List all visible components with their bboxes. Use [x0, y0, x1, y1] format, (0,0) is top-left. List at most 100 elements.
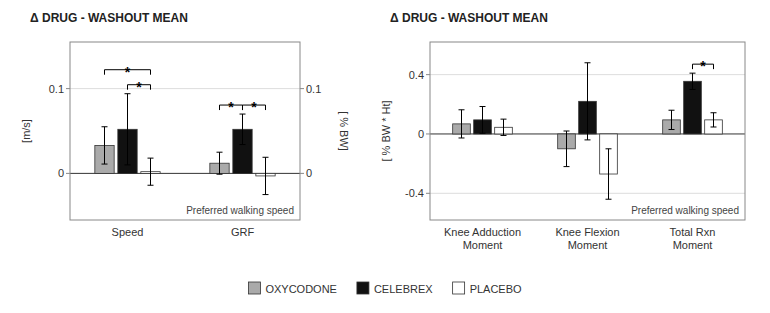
error-cap: [669, 129, 675, 130]
y-tick-label: -0.4: [405, 187, 424, 199]
error-bar: [148, 158, 154, 185]
error-line: [265, 157, 266, 194]
chart-title: Δ DRUG - WASHOUT MEAN: [390, 11, 548, 25]
error-bar: [669, 110, 675, 129]
error-bar: [240, 114, 246, 145]
error-cap: [263, 157, 269, 158]
error-cap: [217, 174, 223, 175]
error-cap: [217, 152, 223, 153]
x-tick-label: Total RxnMoment: [670, 226, 716, 251]
error-cap: [125, 164, 131, 165]
y-tick: [426, 193, 430, 194]
error-line: [608, 149, 609, 199]
legend-swatch: [357, 282, 369, 294]
y-tick-label: 0.4: [409, 69, 424, 81]
legend-swatch: [248, 282, 260, 294]
error-line: [127, 94, 128, 165]
bar: [684, 81, 702, 134]
error-cap: [102, 164, 108, 165]
error-cap: [459, 137, 465, 138]
x-tick-label-line: Knee Flexion: [555, 226, 619, 238]
error-bar: [501, 119, 507, 135]
x-tick-label-line: Speed: [112, 226, 144, 238]
error-bar: [606, 149, 612, 199]
error-line: [150, 158, 151, 185]
error-line: [566, 131, 567, 167]
error-cap: [263, 194, 269, 195]
error-cap: [240, 114, 246, 115]
error-bar: [459, 110, 465, 138]
error-bar: [480, 107, 486, 134]
x-tick-label-line: Moment: [673, 239, 713, 251]
chart: -0.400.4[ % BW * Ht]Δ DRUG - WASHOUT MEA…: [380, 11, 745, 251]
significance-mark: *: [228, 99, 234, 115]
marks: [453, 63, 723, 199]
error-line: [104, 127, 105, 164]
error-line: [692, 73, 693, 89]
error-line: [219, 152, 220, 174]
error-bar: [690, 73, 696, 89]
error-line: [713, 113, 714, 127]
x-tick-label-line: Moment: [463, 239, 503, 251]
legend-label: PLACEBO: [470, 283, 522, 295]
error-cap: [606, 148, 612, 149]
error-cap: [125, 93, 131, 94]
error-cap: [690, 73, 696, 74]
error-line: [242, 114, 243, 145]
grid-line: [430, 193, 745, 194]
error-line: [671, 110, 672, 129]
significance-mark: *: [125, 64, 131, 80]
y2-tick: [300, 173, 304, 174]
error-cap: [480, 106, 486, 107]
x-tick-label-line: Moment: [568, 239, 608, 251]
error-bar: [217, 152, 223, 174]
plot-frame: [70, 42, 300, 220]
x-tick-label-line: Total Rxn: [670, 226, 716, 238]
y-tick: [66, 173, 70, 174]
y-tick: [66, 88, 70, 89]
error-cap: [102, 126, 108, 127]
note: Preferred walking speed: [631, 205, 739, 216]
error-cap: [585, 139, 591, 140]
error-bar: [263, 157, 269, 194]
y2-axis-label: [ % BW]: [338, 111, 350, 151]
error-cap: [501, 119, 507, 120]
x-tick-label-line: Knee Adduction: [444, 226, 521, 238]
error-cap: [585, 62, 591, 63]
error-cap: [148, 185, 154, 186]
error-cap: [501, 135, 507, 136]
x-tick-label: Speed: [112, 226, 144, 238]
figure: 00.1[m/s]00.1[ % BW]Δ DRUG - WASHOUT MEA…: [0, 0, 770, 313]
error-line: [461, 110, 462, 138]
error-cap: [480, 133, 486, 134]
y-tick-label: 0: [58, 167, 64, 179]
x-tick-label-line: GRF: [231, 226, 255, 238]
y-tick: [426, 74, 430, 75]
legend: OXYCODONECELEBREXPLACEBO: [248, 282, 522, 295]
y2-tick-label: 0: [306, 167, 312, 179]
plot-frame: [430, 42, 745, 220]
error-cap: [459, 109, 465, 110]
y-tick: [426, 133, 430, 134]
error-bar: [125, 94, 131, 165]
error-cap: [711, 112, 717, 113]
x-tick-label: Knee FlexionMoment: [555, 226, 619, 251]
error-cap: [148, 158, 154, 159]
error-bar: [585, 63, 591, 140]
grid-line: [70, 88, 300, 89]
significance-mark: *: [136, 79, 142, 95]
note: Preferred walking speed: [186, 205, 294, 216]
x-tick-label: GRF: [231, 226, 255, 238]
error-cap: [564, 166, 570, 167]
x-tick-label: Knee AdductionMoment: [444, 226, 521, 251]
legend-label: CELEBREX: [374, 283, 433, 295]
error-bar: [711, 113, 717, 127]
y-axis-label: [ % BW * Ht]: [380, 100, 392, 161]
error-cap: [564, 131, 570, 132]
error-line: [503, 119, 504, 135]
y2-tick: [300, 88, 304, 89]
y2-tick-label: 0.1: [306, 83, 321, 95]
error-cap: [690, 89, 696, 90]
error-bar: [102, 127, 108, 164]
error-line: [587, 63, 588, 140]
